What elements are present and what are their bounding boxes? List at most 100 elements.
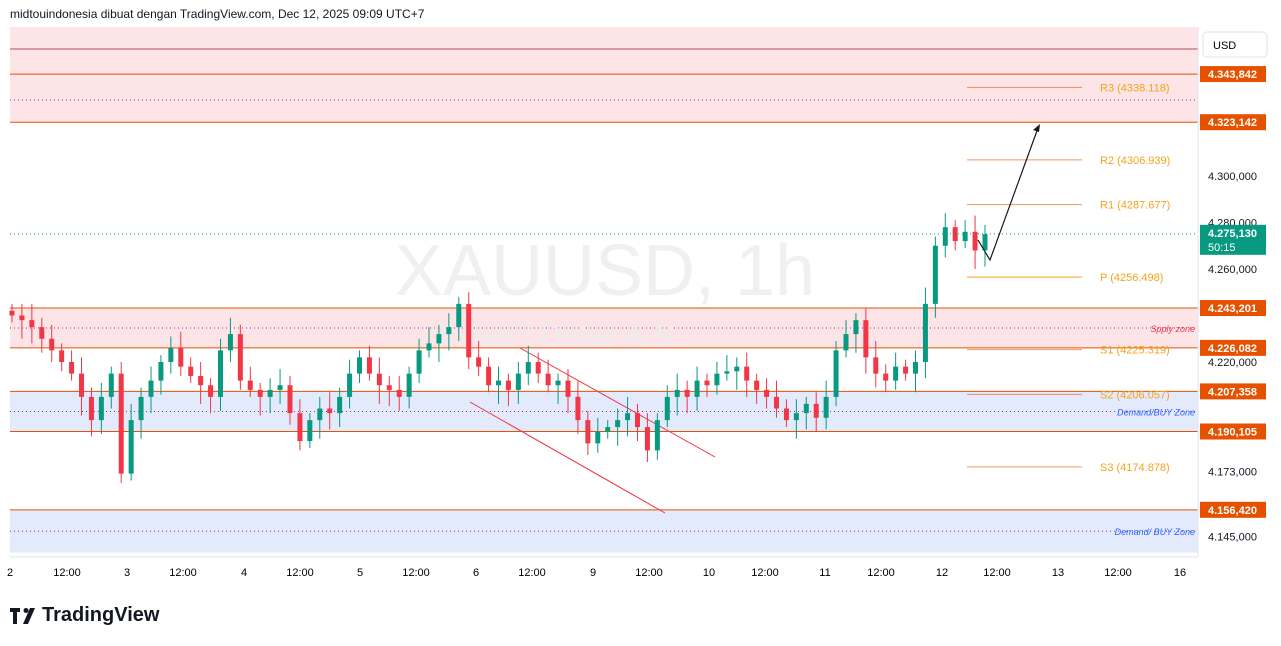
time-tick: 12:00 — [286, 567, 314, 579]
candle — [793, 413, 799, 421]
candle — [615, 420, 621, 428]
level-price-tag — [1200, 339, 1266, 356]
time-tick: 12:00 — [402, 567, 430, 579]
pivot-label: R1 (4287.677) — [1100, 200, 1170, 212]
candle — [59, 350, 65, 362]
zone-1 — [10, 391, 1198, 432]
pivot-label: R2 (4306.939) — [1100, 155, 1170, 167]
candle — [545, 373, 551, 386]
candle — [88, 396, 94, 421]
candle — [942, 227, 948, 246]
candle — [337, 396, 343, 414]
candle — [664, 396, 670, 421]
candle — [69, 362, 75, 374]
candle — [496, 380, 501, 386]
candle — [267, 389, 273, 397]
candle — [376, 373, 382, 386]
candle — [39, 327, 45, 339]
candle — [972, 231, 978, 251]
candle — [347, 373, 353, 397]
candle — [227, 334, 233, 351]
candle — [764, 389, 770, 397]
zone-label: Demand/BUY Zone — [1117, 407, 1195, 417]
candle — [774, 396, 779, 409]
channel-line-lower — [469, 401, 666, 514]
candle — [625, 413, 631, 421]
level-price-tag — [1200, 114, 1266, 131]
candle — [446, 327, 452, 335]
candle — [29, 320, 35, 328]
time-tick: 16 — [1174, 567, 1186, 579]
time-tick: 11 — [819, 567, 830, 579]
currency-label: USD — [1213, 40, 1236, 52]
candle — [873, 357, 879, 374]
time-tick: 9 — [590, 567, 596, 579]
price-tick: 4.300,000 — [1208, 171, 1257, 183]
candle — [466, 303, 472, 358]
zone-2 — [10, 509, 1198, 553]
candle — [565, 380, 571, 397]
price-tick: 4.145,000 — [1208, 531, 1257, 543]
candle — [138, 396, 144, 421]
tradingview-logo[interactable]: TradingView — [10, 604, 159, 627]
candle — [307, 420, 313, 442]
candle — [823, 396, 829, 418]
candle — [853, 320, 859, 335]
candle — [406, 373, 412, 397]
candle — [684, 389, 690, 397]
candle — [952, 227, 958, 242]
candle — [237, 334, 243, 381]
candle — [49, 338, 55, 351]
candle — [903, 366, 909, 374]
candle — [98, 396, 104, 421]
candle — [754, 380, 760, 390]
candle — [19, 315, 25, 321]
candle — [734, 366, 740, 372]
resistance-zone — [10, 27, 1198, 123]
pivot-label: R3 (4338.118) — [1100, 82, 1170, 94]
candle — [783, 408, 789, 421]
candle — [118, 373, 124, 474]
candle — [218, 350, 223, 397]
candle — [595, 431, 601, 444]
level-price-label: 4.323,142 — [1208, 117, 1257, 129]
candle — [962, 231, 968, 242]
time-tick: 6 — [473, 567, 479, 579]
level-price-tag — [1200, 501, 1266, 518]
price-chart[interactable]: Spply zone Demand/BUY Zone Demand/ BUY Zon… — [0, 0, 1281, 600]
watermark-description: Emas / Dollar A.S. — [438, 319, 681, 352]
time-tick: 10 — [703, 567, 715, 579]
candle — [982, 234, 988, 251]
candle — [803, 403, 809, 414]
candle — [654, 420, 660, 451]
time-tick: 12:00 — [751, 567, 779, 579]
current-price-label: 4.275,130 — [1208, 228, 1257, 240]
level-price-label: 4.226,082 — [1208, 343, 1257, 355]
level-price-tag — [1200, 300, 1266, 317]
candle — [863, 320, 869, 358]
candle — [922, 303, 928, 362]
candle — [932, 245, 938, 304]
time-tick: 4 — [241, 567, 247, 579]
candle — [605, 427, 611, 432]
time-tick: 12:00 — [867, 567, 895, 579]
candle — [893, 366, 899, 381]
candle — [327, 408, 333, 414]
candle — [247, 380, 253, 390]
time-tick: 12:00 — [983, 567, 1011, 579]
channel-line-upper — [519, 347, 716, 458]
candle — [208, 385, 214, 397]
level-price-label: 4.207,358 — [1208, 386, 1257, 398]
candle — [535, 362, 541, 374]
time-tick: 12:00 — [635, 567, 663, 579]
candle — [148, 380, 154, 397]
candle — [913, 362, 918, 374]
pivot-label: S2 (4206.057) — [1100, 389, 1170, 401]
candle — [426, 343, 432, 351]
price-tick: 4.260,000 — [1208, 264, 1257, 276]
current-price-tag — [1200, 224, 1266, 255]
candle — [297, 413, 303, 442]
pivot-label: S1 (4225.319) — [1100, 345, 1170, 357]
arrow-head-icon — [1033, 124, 1040, 132]
candle — [188, 366, 194, 376]
